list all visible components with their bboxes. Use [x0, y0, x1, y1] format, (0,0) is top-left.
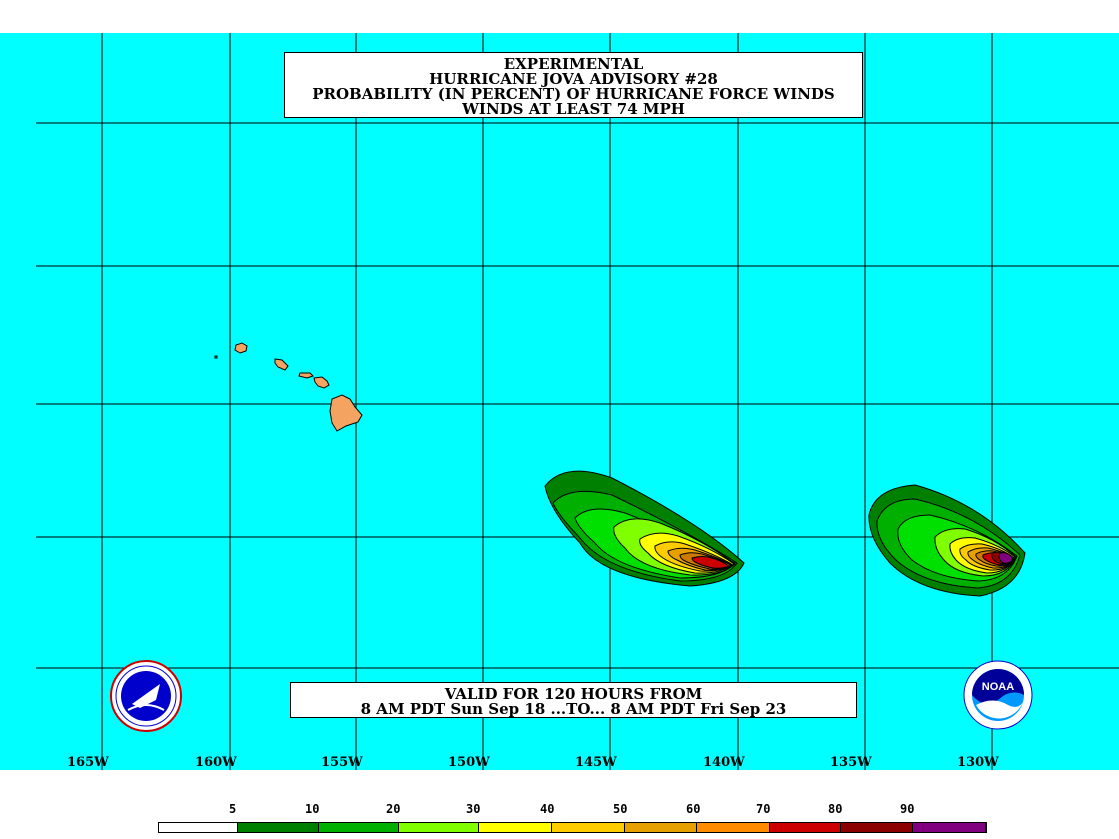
- legend-tick-20: 20: [386, 802, 401, 816]
- contour-100: [998, 552, 1013, 564]
- title-line-2: HURRICANE JOVA ADVISORY #28: [429, 70, 718, 88]
- lon-label-165w: 165W: [67, 755, 109, 770]
- legend-swatch: [552, 823, 625, 832]
- hawaiian-islands: [214, 342, 363, 432]
- probability-swath-1: [544, 470, 745, 587]
- map-canvas: [36, 33, 1119, 770]
- nws-logo: [110, 660, 182, 732]
- legend-swatch: [159, 823, 238, 832]
- legend-swatch: [770, 823, 841, 832]
- oahu-island: [274, 358, 289, 371]
- lon-label-145w: 145W: [575, 755, 617, 770]
- probability-swath-2: [868, 484, 1026, 597]
- niihau-island: [214, 355, 218, 359]
- legend-tick-40: 40: [540, 802, 555, 816]
- legend-swatch: [479, 823, 552, 832]
- lon-label-160w: 160W: [195, 755, 237, 770]
- lon-label-150w: 150W: [448, 755, 490, 770]
- legend-swatch: [625, 823, 697, 832]
- legend-tick-10: 10: [305, 802, 320, 816]
- kauai-island: [234, 342, 248, 354]
- noaa-logo-text: NOAA: [982, 681, 1014, 693]
- title-line-3: PROBABILITY (IN PERCENT) OF HURRICANE FO…: [312, 85, 835, 103]
- legend-swatch: [697, 823, 770, 832]
- big-island: [329, 394, 363, 432]
- maui-island: [313, 376, 330, 389]
- validity-line-1: VALID FOR 120 HOURS FROM: [444, 685, 703, 703]
- validity-line-2: 8 AM PDT Sun Sep 18 ...TO... 8 AM PDT Fr…: [360, 700, 787, 718]
- map-panel: EXPERIMENTAL HURRICANE JOVA ADVISORY #28…: [0, 33, 1119, 770]
- lat-lon-grid: [36, 33, 1119, 770]
- noaa-logo: NOAA: [963, 660, 1033, 730]
- lon-label-135w: 135W: [830, 755, 872, 770]
- title-box: EXPERIMENTAL HURRICANE JOVA ADVISORY #28…: [284, 52, 863, 118]
- lon-label-140w: 140W: [703, 755, 745, 770]
- legend-tick-80: 80: [828, 802, 843, 816]
- legend-color-bar: [158, 822, 987, 833]
- legend-swatch: [841, 823, 913, 832]
- validity-box: VALID FOR 120 HOURS FROM 8 AM PDT Sun Se…: [290, 682, 857, 718]
- legend-swatch: [238, 823, 319, 832]
- legend-tick-30: 30: [466, 802, 481, 816]
- contour-80: [691, 556, 731, 569]
- legend-tick-50: 50: [613, 802, 628, 816]
- title-line-1: EXPERIMENTAL: [503, 55, 644, 73]
- legend-swatch: [913, 823, 986, 832]
- lon-label-155w: 155W: [321, 755, 363, 770]
- legend-tick-5: 5: [229, 802, 237, 816]
- legend-tick-90: 90: [900, 802, 915, 816]
- legend-swatch: [319, 823, 399, 832]
- title-line-4: WINDS AT LEAST 74 MPH: [462, 100, 685, 118]
- legend-tick-70: 70: [756, 802, 771, 816]
- probability-legend: 5 10 20 30 40 50 60 70 80 90: [0, 800, 1119, 839]
- legend-swatch: [399, 823, 479, 832]
- molokai-island: [298, 372, 314, 379]
- lon-label-130w: 130W: [957, 755, 999, 770]
- legend-tick-60: 60: [686, 802, 701, 816]
